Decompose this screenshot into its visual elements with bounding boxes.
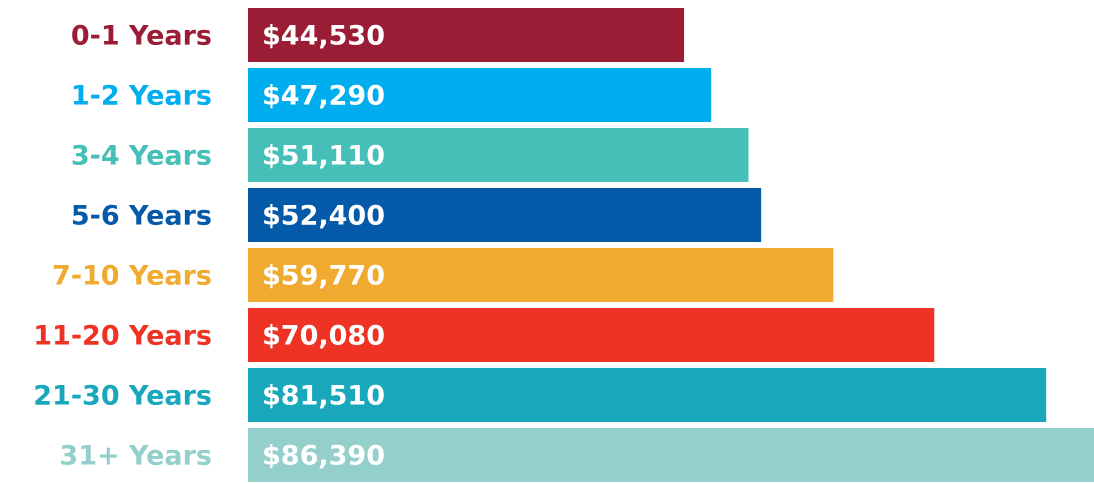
- value-label: $44,530: [262, 21, 385, 52]
- value-label: $81,510: [262, 381, 385, 412]
- category-label: 21-30 Years: [33, 381, 212, 412]
- category-label: 31+ Years: [59, 441, 212, 472]
- category-label: 1-2 Years: [71, 81, 212, 112]
- value-label: $59,770: [262, 261, 385, 292]
- category-label: 7-10 Years: [52, 261, 212, 292]
- bar: [248, 128, 749, 182]
- value-label: $52,400: [262, 201, 385, 232]
- value-label: $51,110: [262, 141, 385, 172]
- category-label: 5-6 Years: [71, 201, 212, 232]
- bar: [248, 68, 712, 122]
- bar: [248, 8, 685, 62]
- category-label: 0-1 Years: [71, 21, 212, 52]
- bar: [248, 428, 1094, 482]
- category-label: 11-20 Years: [33, 321, 212, 352]
- bar: [248, 248, 834, 302]
- value-label: $47,290: [262, 81, 385, 112]
- bar: [248, 308, 935, 362]
- value-label: $70,080: [262, 321, 385, 352]
- bar: [248, 188, 762, 242]
- value-label: $86,390: [262, 441, 385, 472]
- bar: [248, 368, 1047, 422]
- category-label: 3-4 Years: [71, 141, 212, 172]
